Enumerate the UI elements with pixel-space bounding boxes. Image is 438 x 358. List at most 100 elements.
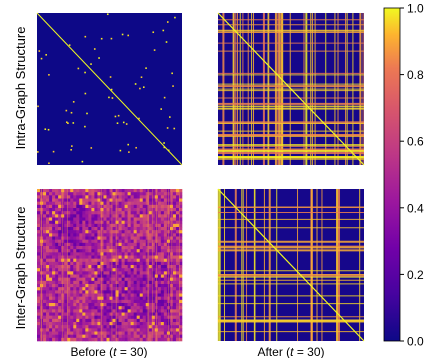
heatmap-cell	[109, 274, 113, 278]
heatmap-cell	[151, 223, 156, 228]
heatmap-cell	[139, 328, 144, 332]
heatmap-cell	[94, 303, 98, 307]
heatmap-cell	[43, 217, 47, 221]
heatmap-cell	[49, 337, 53, 342]
heatmap-cell	[94, 293, 98, 297]
heatmap-cell	[140, 76, 143, 79]
heatmap-cell	[157, 284, 162, 288]
heatmap-cell	[67, 265, 71, 269]
heatmap-cell	[160, 284, 165, 288]
heatmap-cell	[172, 328, 177, 332]
heatmap-cell	[160, 258, 165, 263]
heatmap-cell	[46, 290, 50, 294]
heatmap-cell	[73, 268, 77, 272]
heatmap-cell	[73, 189, 77, 193]
heatmap-cell	[58, 201, 62, 206]
heatmap-cell	[151, 252, 156, 256]
heatmap-cell	[124, 192, 128, 196]
heatmap-cell	[100, 318, 104, 323]
heatmap-cell	[134, 83, 137, 85]
heatmap-cell	[79, 334, 83, 339]
heatmap-cell	[115, 265, 119, 269]
heatmap-cell	[122, 121, 125, 124]
heatmap-cell	[115, 252, 119, 256]
heatmap-cell	[118, 309, 122, 313]
heatmap-cell	[115, 290, 119, 294]
heatmap-cell	[130, 325, 134, 329]
heatmap-cell	[162, 29, 165, 32]
heatmap-cell	[178, 325, 183, 329]
heatmap-cell	[139, 309, 144, 313]
heatmap-cell	[85, 214, 89, 218]
heatmap-cell	[94, 189, 98, 193]
heatmap-cell	[151, 217, 156, 221]
heatmap-cell	[64, 214, 68, 218]
heatmap-cell	[76, 284, 80, 288]
heatmap-cell	[100, 211, 104, 215]
heatmap-cell	[172, 322, 177, 326]
heatmap-cell	[148, 325, 153, 329]
heatmap-cell	[79, 277, 83, 282]
heatmap-cell	[121, 328, 125, 332]
heatmap-cell	[139, 287, 144, 291]
heatmap-cell	[139, 192, 144, 196]
heatmap-cell	[163, 268, 168, 272]
heatmap-cell	[97, 290, 101, 294]
heatmap-cell	[175, 220, 180, 225]
heatmap-cell	[163, 303, 168, 307]
heatmap-cell	[160, 337, 165, 342]
heatmap-cell	[109, 227, 113, 231]
heatmap-cell	[43, 204, 47, 209]
heatmap-cell	[52, 204, 56, 209]
heatmap-cell	[82, 236, 86, 240]
heatmap-cell	[37, 195, 41, 199]
heatmap-cell	[127, 236, 131, 240]
heatmap-cell	[142, 233, 147, 237]
heatmap-cell	[97, 318, 101, 323]
heatmap-cell	[76, 236, 80, 240]
heatmap-cell	[121, 242, 125, 247]
heatmap-cell	[172, 249, 177, 253]
heatmap-cell	[70, 192, 74, 196]
heatmap-cell	[67, 299, 71, 304]
heatmap-cell	[157, 306, 162, 310]
heatmap-cell	[64, 309, 68, 313]
heatmap-cell	[130, 220, 134, 225]
heatmap-cell	[172, 220, 177, 225]
heatmap-cell	[151, 227, 156, 231]
heatmap-cell	[67, 195, 71, 199]
heatmap-cell	[55, 290, 59, 294]
heatmap-cell	[37, 296, 41, 301]
heatmap-cell	[151, 214, 156, 218]
heatmap-cell	[82, 277, 86, 282]
heatmap-cell	[148, 290, 153, 294]
heatmap-cell	[49, 246, 53, 250]
heatmap-cell	[67, 331, 71, 335]
heatmap-cell	[145, 299, 150, 304]
heatmap-cell	[100, 328, 104, 332]
heatmap-cell	[157, 214, 162, 218]
heatmap-cell	[127, 239, 131, 244]
heatmap-cell	[82, 189, 86, 193]
heatmap-cell	[145, 192, 150, 196]
heatmap-cell	[43, 328, 47, 332]
heatmap-cell	[55, 303, 59, 307]
heatmap-cell	[136, 198, 141, 202]
heatmap-cell	[103, 233, 107, 237]
heatmap-cell	[160, 208, 165, 212]
heatmap-cell	[64, 274, 68, 278]
heatmap-cell	[91, 290, 95, 294]
heatmap-cell	[109, 255, 113, 259]
heatmap-cell	[82, 220, 86, 225]
heatmap-cell	[127, 293, 131, 297]
heatmap-cell	[151, 195, 156, 199]
heatmap-cell	[103, 287, 107, 291]
heatmap-cell	[100, 189, 104, 193]
heatmap-cell	[157, 271, 162, 275]
heatmap-cell	[130, 208, 134, 212]
heatmap-cell	[79, 296, 83, 301]
heatmap-cell	[76, 322, 80, 326]
heatmap-cell	[67, 208, 71, 212]
heatmap-cell	[85, 195, 89, 199]
heatmap-cell	[37, 208, 41, 212]
